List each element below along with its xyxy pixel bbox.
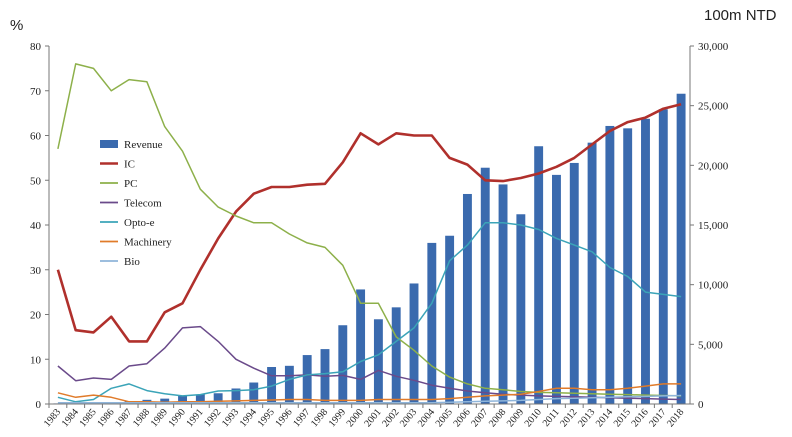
right-axis-unit-label: 100m NTD: [704, 7, 777, 24]
revenue-bar: [605, 125, 615, 404]
left-axis-tick-label: 50: [30, 175, 42, 187]
left-axis-tick-label: 20: [30, 310, 42, 322]
revenue-bar: [213, 393, 223, 404]
x-axis-tick-label: 1993: [220, 407, 241, 429]
left-axis-tick-label: 80: [30, 41, 42, 53]
revenue-bar: [178, 395, 187, 404]
x-axis-tick-label: 2003: [398, 407, 419, 429]
series-line-bio: [57, 394, 682, 404]
x-axis-tick-label: 2012: [558, 407, 579, 429]
right-axis-tick-label: 15,000: [698, 220, 729, 232]
revenue-bar: [587, 142, 597, 404]
left-axis-tick-label: 40: [30, 220, 42, 232]
x-axis-tick-label: 1996: [273, 407, 294, 429]
right-axis-tick-label: 5,000: [698, 339, 723, 351]
x-axis-tick-label: 1991: [184, 407, 205, 429]
legend-label-telecom: Telecom: [124, 198, 162, 210]
right-axis-tick-label: 10,000: [698, 280, 729, 292]
x-axis-tick-label: 1994: [238, 407, 259, 429]
legend-label-opto-e: Opto-e: [124, 217, 155, 229]
x-axis-tick-label: 1992: [202, 407, 223, 429]
right-axis-tick-label: 0: [698, 399, 704, 411]
revenue-bar: [373, 319, 383, 404]
x-axis-tick-label: 1985: [78, 407, 99, 429]
right-axis-tick-label: 20,000: [698, 160, 729, 172]
x-axis-tick-label: 2007: [469, 407, 490, 429]
series-line-pc: [57, 63, 682, 397]
revenue-bar: [658, 109, 668, 404]
revenue-bar: [623, 128, 633, 404]
legend-label-machinery: Machinery: [124, 237, 172, 249]
x-axis-tick-label: 2000: [345, 407, 366, 429]
left-axis-unit-label: %: [10, 17, 23, 34]
revenue-bar: [534, 146, 544, 405]
legend: Revenue IC PC Telecom Opto-e Machinery Bio: [100, 139, 172, 268]
revenue-bar: [284, 365, 294, 404]
x-axis-tick-label: 1987: [113, 407, 134, 429]
x-axis-tick-label: 2015: [612, 407, 633, 429]
revenue-bar: [356, 289, 366, 404]
x-axis-tick-label: 1988: [131, 407, 152, 429]
x-axis-tick-label: 2002: [380, 407, 401, 429]
x-axis-tick-label: 1997: [291, 407, 312, 429]
revenue-bar: [338, 325, 348, 404]
left-axis-tick-label: 0: [36, 399, 42, 411]
x-axis-tick-label: 2011: [541, 407, 562, 429]
x-axis-tick-label: 2004: [416, 407, 437, 429]
x-axis-tick-label: 1983: [42, 407, 63, 429]
legend-label-ic: IC: [124, 159, 135, 171]
series-lines: [56, 63, 682, 404]
x-axis-tick-label: 2017: [647, 407, 668, 429]
left-axis-tick-label: 10: [30, 354, 42, 366]
revenue-bar: [516, 214, 526, 404]
x-axis-tick-label: 2009: [505, 407, 526, 429]
revenue-bar: [391, 307, 401, 404]
right-axis-tick-label: 30,000: [698, 41, 729, 53]
revenue-bar: [195, 394, 205, 404]
revenue-bar: [676, 93, 686, 404]
revenue-bar: [641, 118, 650, 404]
x-axis-tick-label: 2005: [434, 407, 455, 429]
left-axis-tick-label: 60: [30, 131, 42, 143]
series-line-opto-e: [57, 222, 682, 403]
revenue-bar: [498, 184, 508, 404]
x-axis-tick-label: 2013: [576, 407, 597, 429]
x-axis-tick-label: 2010: [523, 407, 544, 429]
x-axis-tick-label: 1995: [256, 407, 277, 429]
x-axis-tick-label: 2008: [487, 407, 508, 429]
x-axis-tick-label: 1990: [167, 407, 188, 429]
revenue-bar: [249, 382, 259, 404]
x-axis-tick-label: 2018: [665, 407, 686, 429]
revenue-bar: [445, 235, 455, 404]
x-axis-tick-label: 2001: [362, 407, 383, 429]
revenue-bar: [552, 174, 561, 404]
revenue-bar: [231, 388, 241, 404]
legend-label-bio: Bio: [124, 256, 140, 268]
x-axis-tick-label: 2014: [594, 407, 615, 429]
x-axis-tick-label: 2006: [451, 407, 472, 429]
x-axis-tick-label: 1984: [60, 407, 81, 429]
revenue-bar: [480, 167, 490, 404]
x-axis-tick-label: 1989: [149, 407, 170, 429]
series-line-ic: [56, 102, 682, 343]
series-line-telecom: [57, 325, 682, 401]
revenue-bar: [160, 398, 170, 404]
revenue-bar: [302, 355, 312, 404]
x-axis-tick-label: 1999: [327, 407, 348, 429]
left-axis-tick-label: 30: [30, 265, 42, 277]
x-axis-tick-label: 1986: [95, 407, 116, 429]
legend-swatch-revenue: [100, 140, 118, 148]
revenue-bar: [462, 193, 472, 404]
legend-label-revenue: Revenue: [124, 139, 163, 151]
x-axis-tick-label: 2016: [630, 407, 651, 429]
legend-label-pc: PC: [124, 178, 137, 190]
revenue-bar: [569, 162, 579, 404]
x-axis-tick-label: 1998: [309, 407, 330, 429]
revenue-bar: [427, 242, 437, 404]
left-axis-tick-label: 70: [30, 86, 42, 98]
right-axis-tick-label: 25,000: [698, 101, 729, 113]
revenue-bar: [409, 283, 419, 404]
